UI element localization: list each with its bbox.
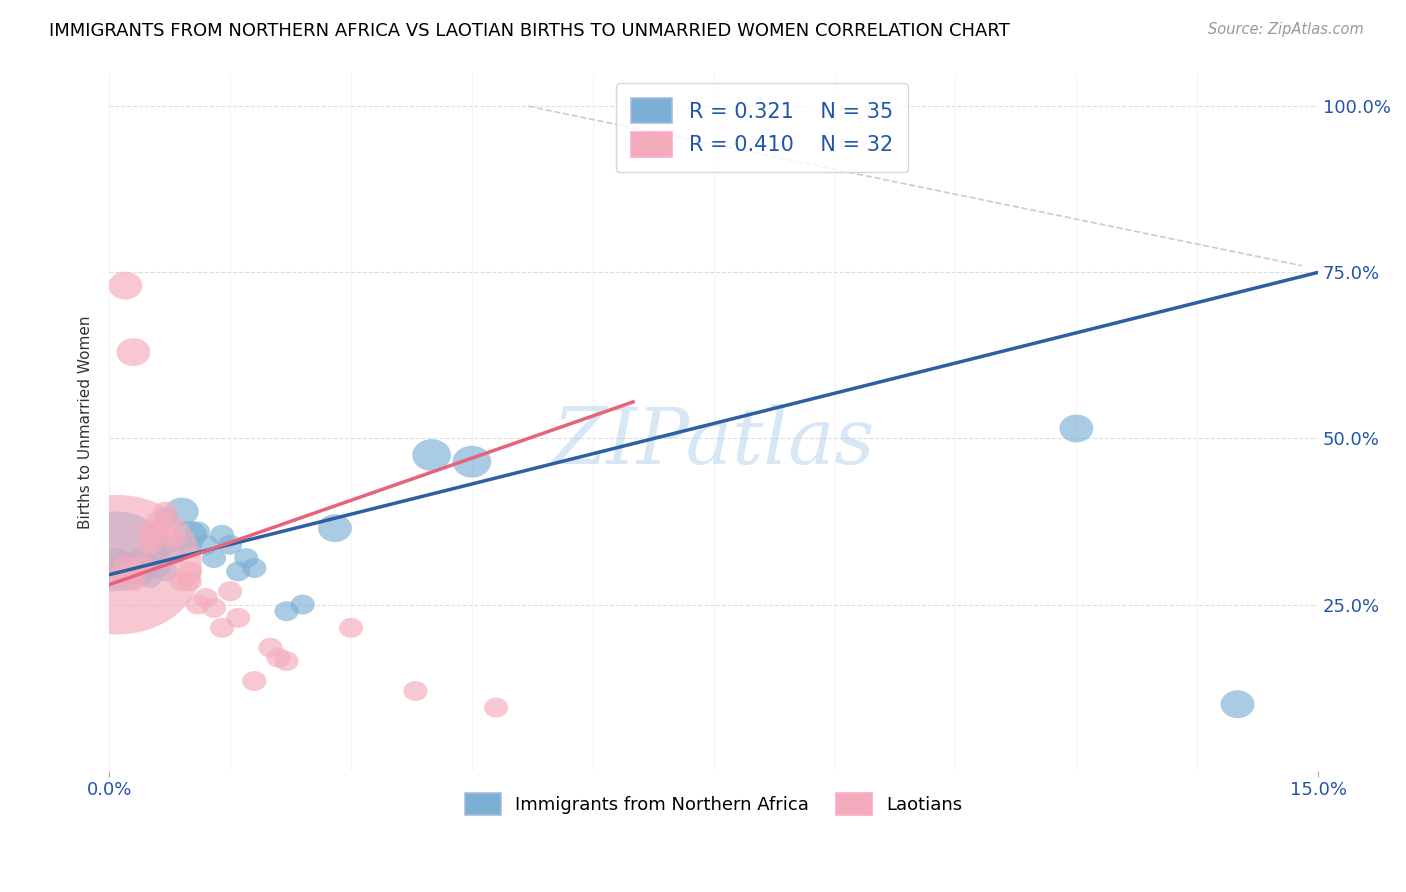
Ellipse shape [138, 522, 162, 541]
Ellipse shape [138, 568, 162, 588]
Ellipse shape [114, 551, 138, 572]
Ellipse shape [121, 572, 145, 591]
Ellipse shape [274, 601, 298, 621]
Ellipse shape [105, 548, 129, 568]
Ellipse shape [274, 651, 298, 671]
Ellipse shape [114, 565, 138, 584]
Ellipse shape [209, 524, 235, 545]
Ellipse shape [291, 595, 315, 615]
Ellipse shape [170, 572, 194, 591]
Ellipse shape [209, 618, 235, 638]
Ellipse shape [165, 498, 198, 525]
Ellipse shape [259, 638, 283, 657]
Ellipse shape [318, 514, 352, 542]
Ellipse shape [194, 588, 218, 607]
Ellipse shape [194, 535, 218, 555]
Ellipse shape [242, 671, 266, 691]
Ellipse shape [153, 535, 177, 555]
Text: ZIPatlas: ZIPatlas [553, 405, 875, 481]
Ellipse shape [145, 548, 170, 568]
Ellipse shape [121, 565, 145, 584]
Ellipse shape [129, 565, 153, 584]
Ellipse shape [153, 508, 177, 528]
Ellipse shape [129, 555, 153, 574]
Ellipse shape [242, 558, 266, 578]
Ellipse shape [117, 338, 150, 366]
Ellipse shape [177, 535, 202, 555]
Text: Source: ZipAtlas.com: Source: ZipAtlas.com [1208, 22, 1364, 37]
Y-axis label: Births to Unmarried Women: Births to Unmarried Women [79, 315, 93, 529]
Ellipse shape [186, 522, 209, 541]
Ellipse shape [69, 511, 166, 591]
Ellipse shape [1060, 415, 1094, 442]
Ellipse shape [218, 582, 242, 601]
Ellipse shape [121, 561, 145, 582]
Ellipse shape [108, 272, 142, 300]
Ellipse shape [173, 521, 207, 549]
Ellipse shape [121, 555, 145, 574]
Ellipse shape [114, 555, 138, 574]
Ellipse shape [114, 565, 138, 584]
Ellipse shape [153, 501, 177, 522]
Legend: Immigrants from Northern Africa, Laotians: Immigrants from Northern Africa, Laotian… [456, 784, 972, 824]
Ellipse shape [145, 524, 170, 545]
Ellipse shape [186, 595, 209, 615]
Ellipse shape [105, 561, 129, 582]
Ellipse shape [162, 528, 186, 548]
Ellipse shape [145, 558, 170, 578]
Ellipse shape [138, 535, 162, 555]
Ellipse shape [32, 495, 202, 634]
Ellipse shape [153, 561, 177, 582]
Ellipse shape [218, 535, 242, 555]
Ellipse shape [162, 545, 186, 565]
Ellipse shape [202, 598, 226, 618]
Ellipse shape [177, 572, 202, 591]
Ellipse shape [453, 446, 491, 477]
Ellipse shape [226, 607, 250, 628]
Ellipse shape [129, 548, 153, 568]
Ellipse shape [177, 561, 202, 582]
Ellipse shape [153, 515, 177, 535]
Ellipse shape [235, 548, 259, 568]
Text: IMMIGRANTS FROM NORTHERN AFRICA VS LAOTIAN BIRTHS TO UNMARRIED WOMEN CORRELATION: IMMIGRANTS FROM NORTHERN AFRICA VS LAOTI… [49, 22, 1010, 40]
Ellipse shape [412, 439, 451, 471]
Ellipse shape [266, 648, 291, 668]
Ellipse shape [138, 555, 162, 574]
Ellipse shape [404, 681, 427, 701]
Ellipse shape [145, 511, 170, 532]
Ellipse shape [484, 698, 508, 717]
Ellipse shape [226, 561, 250, 582]
Ellipse shape [105, 568, 129, 588]
Ellipse shape [339, 618, 363, 638]
Ellipse shape [1220, 690, 1254, 718]
Ellipse shape [202, 548, 226, 568]
